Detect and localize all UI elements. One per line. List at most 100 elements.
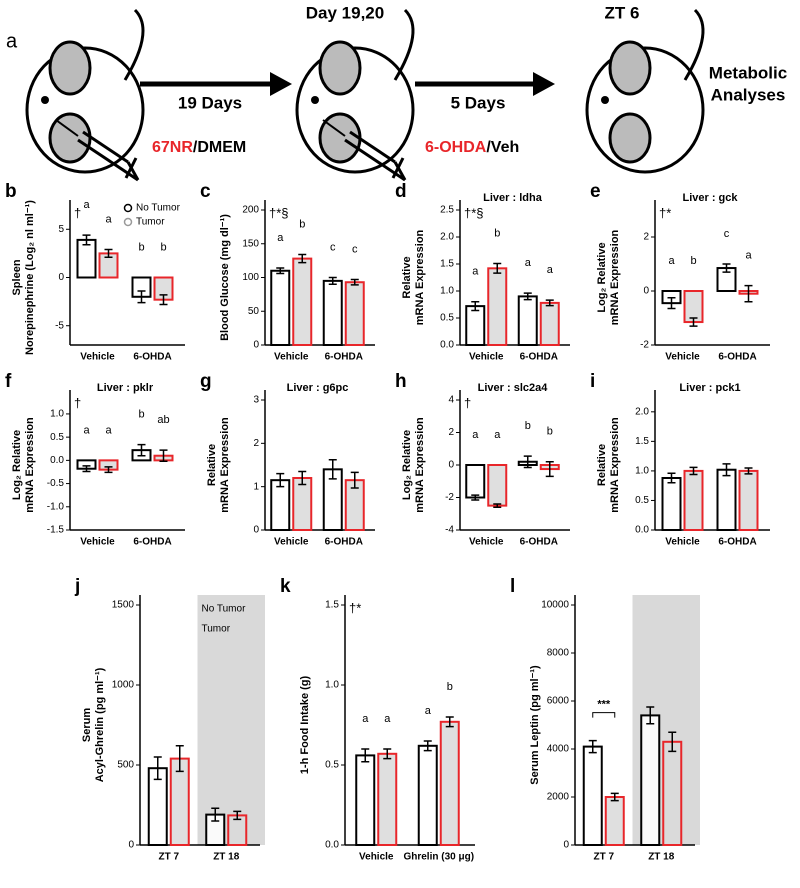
annotation: †*§ (269, 205, 289, 220)
injection-label: 6-OHDA/Veh (425, 139, 519, 156)
y-tick-label: -2 (445, 492, 454, 503)
error-bar (610, 792, 619, 802)
x-tick-label: Vehicle (665, 352, 700, 363)
bar (322, 279, 343, 346)
y-tick-label: 2.0 (635, 406, 649, 417)
y-axis-label: Spleen (11, 259, 23, 295)
injection-label: 67NR/DMEM (152, 139, 246, 156)
error-bar (104, 466, 113, 474)
shaded-region (197, 595, 265, 845)
y-tick-label: 5 (58, 224, 64, 235)
x-tick-label: Vehicle (80, 537, 115, 548)
y-axis-label: Acyl-Ghrelin (pg ml⁻¹) (94, 667, 106, 782)
panel-letter: j (74, 576, 80, 597)
y-tick-label: 1500 (112, 600, 135, 611)
x-tick-label: Vehicle (469, 352, 504, 363)
mouse-icon (585, 8, 705, 174)
y-axis-label: Norepinephrine (Log₂ nl ml⁻¹) (24, 200, 36, 355)
y-tick-label: 1 (253, 481, 259, 492)
panel-letter: d (395, 181, 407, 202)
chart-title: Liver : ldha (483, 192, 543, 204)
y-tick-label: 2000 (547, 792, 570, 803)
y-tick-label: 1000 (112, 680, 135, 691)
bar (716, 468, 737, 531)
panel-letter: e (590, 181, 601, 202)
legend-label: No Tumor (202, 604, 247, 615)
y-axis-label: mRNA Expression (414, 417, 426, 513)
x-tick-label: 6-OHDA (718, 352, 756, 363)
bar (76, 238, 97, 279)
significance-letter: a (472, 266, 479, 278)
y-tick-label: 0.0 (325, 840, 339, 851)
y-tick-label: 50 (248, 306, 260, 317)
bar (465, 305, 486, 346)
significance-letter: b (138, 241, 144, 253)
y-tick-label: 10000 (541, 600, 569, 611)
y-tick-label: 0 (448, 460, 454, 471)
y-tick-label: 3 (253, 395, 259, 406)
y-tick-label: 0.0 (50, 455, 64, 466)
arrow-head (270, 72, 292, 96)
significance-letter: b (299, 218, 305, 230)
y-tick-label: -0.5 (47, 478, 65, 489)
panel-letter: g (200, 371, 212, 392)
error-bar (744, 467, 753, 475)
error-bar (233, 810, 242, 821)
error-bar (722, 463, 731, 477)
y-axis-label: Log₂ Relative (11, 430, 23, 500)
error-bar (588, 739, 597, 754)
x-tick-label: 6-OHDA (718, 537, 756, 548)
y-axis-label: Log₂ Relative (401, 430, 413, 500)
error-bar (668, 731, 677, 753)
bar (292, 257, 313, 347)
outcome-label: Analyses (711, 85, 786, 104)
legend-marker (123, 203, 133, 213)
error-bar (328, 459, 337, 480)
significance-letter: b (494, 227, 500, 239)
bar (539, 301, 560, 347)
y-tick-label: 0.5 (440, 313, 454, 324)
significance-letter: a (83, 424, 90, 436)
x-tick-label: Vehicle (665, 537, 700, 548)
significance-letter: ab (157, 414, 169, 426)
bar (292, 477, 313, 531)
error-bar (276, 472, 285, 488)
y-tick-label: 150 (242, 238, 259, 249)
error-bar (667, 472, 676, 484)
x-tick-label: 6-OHDA (325, 537, 363, 548)
significance-label: *** (597, 699, 611, 711)
error-bar (175, 745, 184, 773)
significance-letter: a (105, 213, 112, 225)
injection-control: /DMEM (193, 139, 246, 156)
x-tick-label: Vehicle (274, 352, 309, 363)
y-tick-label: 1.0 (635, 466, 649, 477)
injection-control: /Veh (486, 139, 519, 156)
significance-letter: a (384, 713, 391, 725)
error-bar (493, 503, 502, 508)
significance-letter: a (547, 264, 554, 276)
chart-title: Liver : pck1 (679, 382, 740, 394)
significance-letter: c (352, 243, 358, 255)
y-tick-label: 1.0 (50, 409, 64, 420)
y-tick-label: 1.0 (325, 680, 339, 691)
y-tick-label: 2 (643, 232, 649, 243)
bar (270, 269, 291, 346)
stage-label: ZT 6 (605, 3, 640, 22)
error-bar (722, 263, 731, 273)
x-tick-label: Vehicle (469, 537, 504, 548)
bar (640, 714, 661, 847)
x-tick-label: ZT 7 (593, 852, 614, 863)
significance-letter: b (525, 420, 531, 432)
y-tick-label: 2.5 (440, 205, 454, 216)
y-tick-label: 0 (563, 840, 569, 851)
error-bar (471, 494, 480, 501)
error-bar (445, 716, 454, 728)
panel-letter: f (5, 371, 12, 392)
significance-bracket (592, 712, 616, 718)
error-bar (361, 748, 370, 763)
x-tick-label: ZT 7 (158, 852, 179, 863)
significance-letter: c (724, 228, 730, 240)
significance-letter: b (447, 681, 453, 693)
y-axis-label: mRNA Expression (24, 417, 36, 513)
